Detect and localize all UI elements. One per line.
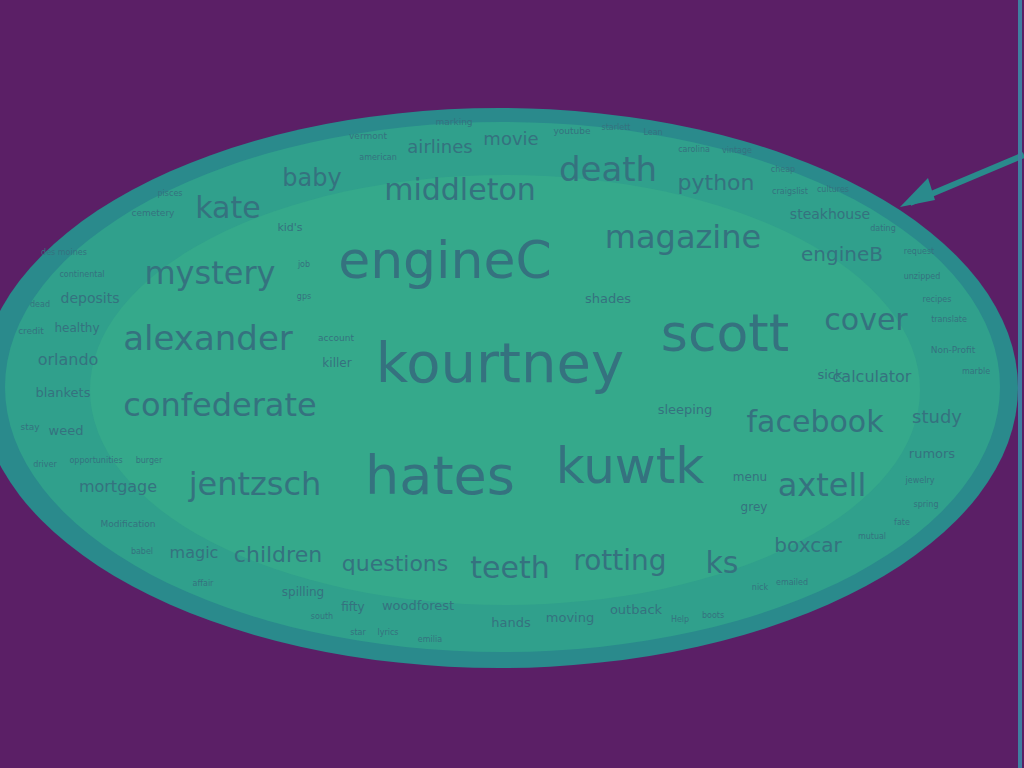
svg-text:calculator: calculator bbox=[833, 367, 912, 386]
svg-text:unzipped: unzipped bbox=[904, 272, 941, 281]
svg-text:movie: movie bbox=[483, 128, 538, 149]
svg-text:mutual: mutual bbox=[858, 532, 886, 541]
svg-text:gps: gps bbox=[297, 292, 311, 301]
svg-text:moving: moving bbox=[546, 610, 594, 625]
svg-text:driver: driver bbox=[33, 460, 57, 469]
svg-text:emilia: emilia bbox=[418, 635, 442, 644]
svg-text:stay: stay bbox=[20, 422, 40, 432]
svg-text:cover: cover bbox=[824, 302, 908, 337]
svg-text:kourtney: kourtney bbox=[376, 330, 624, 395]
svg-text:hands: hands bbox=[491, 615, 531, 630]
svg-text:marking: marking bbox=[435, 117, 472, 127]
svg-text:nick: nick bbox=[752, 583, 769, 592]
svg-text:carolina: carolina bbox=[678, 145, 710, 154]
svg-text:vermont: vermont bbox=[349, 131, 387, 141]
svg-text:baby: baby bbox=[282, 164, 341, 192]
svg-text:youtube: youtube bbox=[553, 126, 590, 136]
svg-text:deposits: deposits bbox=[61, 290, 120, 306]
svg-text:engineB: engineB bbox=[801, 242, 883, 266]
svg-text:star: star bbox=[350, 628, 366, 637]
svg-text:spring: spring bbox=[914, 500, 939, 509]
svg-text:mortgage: mortgage bbox=[79, 477, 157, 496]
svg-text:starlett: starlett bbox=[602, 123, 631, 132]
svg-text:blankets: blankets bbox=[35, 385, 90, 400]
svg-text:steakhouse: steakhouse bbox=[790, 206, 870, 222]
svg-text:jentzsch: jentzsch bbox=[188, 465, 322, 503]
svg-text:des moines: des moines bbox=[41, 248, 87, 257]
svg-text:lyrics: lyrics bbox=[377, 628, 398, 637]
svg-text:confederate: confederate bbox=[123, 386, 316, 424]
svg-text:python: python bbox=[678, 170, 755, 195]
svg-text:craigslist: craigslist bbox=[772, 187, 808, 196]
svg-text:continental: continental bbox=[59, 270, 104, 279]
svg-text:cultures: cultures bbox=[817, 185, 849, 194]
svg-text:affair: affair bbox=[193, 579, 215, 588]
svg-text:request: request bbox=[904, 247, 934, 256]
svg-text:magazine: magazine bbox=[605, 218, 761, 256]
svg-text:spilling: spilling bbox=[282, 585, 324, 599]
svg-text:boxcar: boxcar bbox=[774, 533, 842, 557]
svg-text:emailed: emailed bbox=[776, 578, 808, 587]
svg-text:children: children bbox=[234, 542, 322, 567]
svg-text:questions: questions bbox=[342, 551, 449, 576]
svg-text:marble: marble bbox=[962, 367, 990, 376]
svg-text:vintage: vintage bbox=[722, 146, 752, 155]
svg-text:recipes: recipes bbox=[923, 295, 952, 304]
svg-text:kate: kate bbox=[195, 190, 260, 225]
svg-text:fifty: fifty bbox=[341, 600, 364, 614]
svg-text:sick: sick bbox=[817, 367, 843, 382]
svg-text:engineC: engineC bbox=[338, 230, 552, 290]
svg-text:alexander: alexander bbox=[123, 318, 293, 358]
svg-text:south: south bbox=[311, 612, 333, 621]
svg-text:woodforest: woodforest bbox=[382, 598, 454, 613]
svg-text:opportunities: opportunities bbox=[69, 456, 122, 465]
svg-text:babel: babel bbox=[131, 547, 153, 556]
svg-text:dating: dating bbox=[870, 224, 896, 233]
svg-text:kid's: kid's bbox=[277, 221, 302, 234]
svg-text:jewelry: jewelry bbox=[905, 476, 935, 485]
svg-text:axtell: axtell bbox=[778, 466, 867, 504]
svg-text:scott: scott bbox=[661, 303, 789, 363]
svg-text:account: account bbox=[318, 333, 354, 343]
svg-text:teeth: teeth bbox=[470, 550, 549, 585]
svg-text:Modification: Modification bbox=[101, 519, 156, 529]
svg-text:pisces: pisces bbox=[158, 189, 183, 198]
svg-text:magic: magic bbox=[170, 543, 219, 562]
svg-text:translate: translate bbox=[931, 315, 967, 324]
svg-text:death: death bbox=[559, 149, 657, 189]
svg-text:fate: fate bbox=[894, 518, 910, 527]
svg-text:Lean: Lean bbox=[643, 128, 662, 137]
svg-text:rotting: rotting bbox=[573, 544, 666, 577]
svg-text:facebook: facebook bbox=[746, 404, 884, 439]
svg-text:Help: Help bbox=[671, 615, 689, 624]
svg-text:outback: outback bbox=[610, 602, 663, 617]
svg-text:burger: burger bbox=[136, 456, 163, 465]
svg-text:cheap: cheap bbox=[771, 165, 795, 174]
svg-text:shades: shades bbox=[585, 291, 631, 306]
svg-text:killer: killer bbox=[322, 356, 351, 370]
svg-text:healthy: healthy bbox=[54, 321, 99, 335]
svg-text:cemetery: cemetery bbox=[132, 208, 176, 218]
svg-text:menu: menu bbox=[733, 470, 767, 484]
svg-text:job: job bbox=[297, 260, 310, 269]
svg-text:sleeping: sleeping bbox=[658, 402, 713, 417]
svg-text:grey: grey bbox=[741, 500, 768, 514]
svg-text:study: study bbox=[912, 406, 962, 427]
svg-text:weed: weed bbox=[49, 423, 84, 438]
svg-text:airlines: airlines bbox=[407, 136, 472, 157]
svg-text:dead: dead bbox=[30, 300, 50, 309]
svg-text:kuwtk: kuwtk bbox=[556, 437, 705, 495]
svg-text:middleton: middleton bbox=[384, 172, 536, 207]
svg-text:mystery: mystery bbox=[144, 254, 275, 292]
svg-text:credit: credit bbox=[18, 326, 44, 336]
svg-text:american: american bbox=[359, 153, 397, 162]
svg-text:boots: boots bbox=[702, 611, 724, 620]
svg-text:hates: hates bbox=[365, 444, 515, 507]
svg-text:Non-Profit: Non-Profit bbox=[931, 345, 976, 355]
svg-text:rumors: rumors bbox=[909, 446, 956, 461]
svg-text:ks: ks bbox=[705, 545, 738, 580]
svg-text:orlando: orlando bbox=[38, 350, 99, 369]
